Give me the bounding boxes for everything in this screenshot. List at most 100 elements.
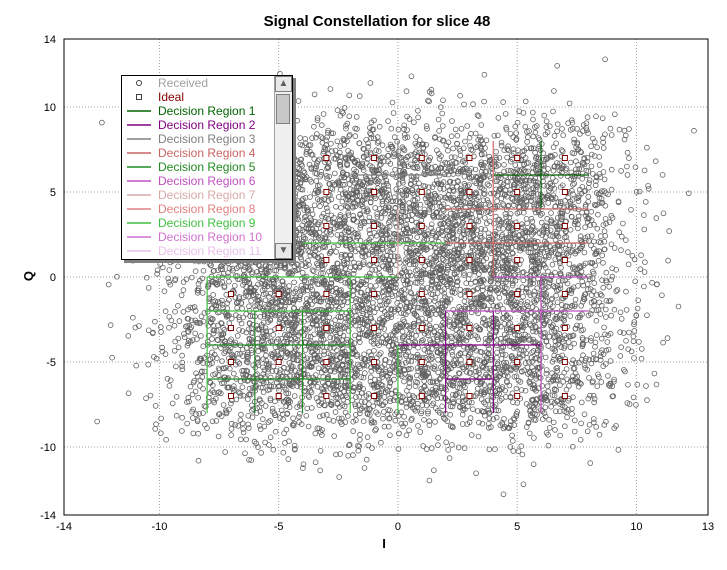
received-point bbox=[435, 238, 442, 245]
received-point bbox=[337, 212, 344, 218]
received-point bbox=[294, 251, 300, 258]
received-point bbox=[390, 150, 397, 157]
received-point bbox=[358, 355, 365, 362]
received-point bbox=[105, 281, 112, 288]
received-point bbox=[502, 173, 509, 179]
received-point bbox=[404, 272, 411, 279]
received-point bbox=[342, 252, 348, 259]
received-point bbox=[603, 269, 610, 276]
received-point bbox=[210, 330, 217, 337]
received-point bbox=[368, 119, 375, 126]
received-point bbox=[301, 318, 307, 325]
received-point bbox=[496, 155, 503, 161]
received-point bbox=[394, 300, 401, 306]
received-point bbox=[623, 288, 629, 295]
received-point bbox=[538, 219, 545, 226]
received-point bbox=[576, 359, 582, 366]
received-point bbox=[498, 195, 505, 202]
received-point bbox=[428, 445, 435, 451]
received-point bbox=[311, 123, 317, 130]
received-point bbox=[611, 245, 618, 251]
received-point bbox=[411, 226, 418, 233]
chart-title: Signal Constellation for slice 48 bbox=[264, 13, 491, 30]
received-point bbox=[358, 316, 364, 323]
received-point bbox=[436, 409, 443, 416]
received-point bbox=[514, 399, 521, 406]
received-point bbox=[586, 421, 593, 428]
received-point bbox=[527, 281, 533, 288]
received-point bbox=[505, 143, 511, 150]
received-point bbox=[313, 178, 320, 184]
received-point bbox=[494, 354, 500, 361]
received-point bbox=[260, 335, 266, 342]
received-point bbox=[451, 258, 458, 264]
received-point bbox=[408, 365, 414, 372]
received-point bbox=[618, 316, 625, 322]
received-point bbox=[314, 348, 321, 355]
received-point bbox=[317, 467, 324, 474]
received-point bbox=[552, 256, 559, 263]
received-point bbox=[162, 351, 169, 357]
received-point bbox=[490, 416, 497, 422]
received-point bbox=[319, 432, 325, 438]
received-point bbox=[569, 405, 575, 412]
received-point bbox=[553, 292, 559, 299]
received-point bbox=[539, 210, 545, 217]
received-point bbox=[297, 410, 303, 417]
received-point bbox=[290, 420, 297, 427]
received-point bbox=[238, 320, 245, 327]
received-point bbox=[468, 146, 475, 153]
received-point bbox=[568, 176, 574, 182]
received-point bbox=[596, 162, 603, 168]
received-point bbox=[359, 325, 366, 332]
received-point bbox=[340, 270, 347, 277]
received-point bbox=[346, 442, 352, 449]
received-point bbox=[335, 314, 342, 320]
received-point bbox=[216, 411, 222, 418]
received-point bbox=[493, 414, 500, 421]
received-point bbox=[620, 220, 626, 227]
received-point bbox=[492, 213, 499, 220]
received-point bbox=[403, 88, 410, 94]
received-point bbox=[467, 142, 473, 149]
received-point bbox=[292, 446, 298, 452]
received-point bbox=[505, 245, 512, 251]
received-point bbox=[543, 370, 550, 377]
received-point bbox=[457, 92, 463, 99]
received-point bbox=[579, 278, 585, 285]
received-point bbox=[371, 135, 377, 142]
received-point bbox=[316, 413, 323, 420]
received-point bbox=[410, 164, 417, 171]
received-point bbox=[422, 354, 429, 361]
received-point bbox=[130, 314, 136, 321]
received-point bbox=[321, 348, 328, 355]
received-point bbox=[434, 147, 440, 154]
received-point bbox=[572, 173, 578, 180]
received-point bbox=[593, 424, 599, 430]
received-point bbox=[342, 181, 348, 188]
received-point bbox=[472, 166, 479, 173]
received-point bbox=[557, 173, 564, 179]
received-point bbox=[375, 328, 382, 335]
received-point bbox=[361, 154, 367, 161]
received-point bbox=[462, 138, 468, 145]
received-point bbox=[577, 131, 583, 137]
received-point bbox=[591, 280, 597, 286]
received-point bbox=[510, 399, 516, 405]
received-point bbox=[390, 110, 397, 116]
received-point bbox=[446, 455, 453, 461]
received-point bbox=[464, 183, 471, 190]
received-point bbox=[474, 286, 480, 292]
received-point bbox=[531, 312, 538, 318]
received-points bbox=[94, 56, 697, 498]
received-point bbox=[509, 432, 515, 439]
received-point bbox=[605, 373, 611, 379]
received-point bbox=[308, 238, 314, 245]
received-point bbox=[520, 481, 527, 488]
received-point bbox=[413, 173, 420, 180]
received-point bbox=[239, 328, 246, 334]
received-point bbox=[466, 370, 473, 376]
received-point bbox=[588, 151, 595, 158]
received-point bbox=[179, 414, 185, 421]
received-point bbox=[511, 373, 518, 380]
